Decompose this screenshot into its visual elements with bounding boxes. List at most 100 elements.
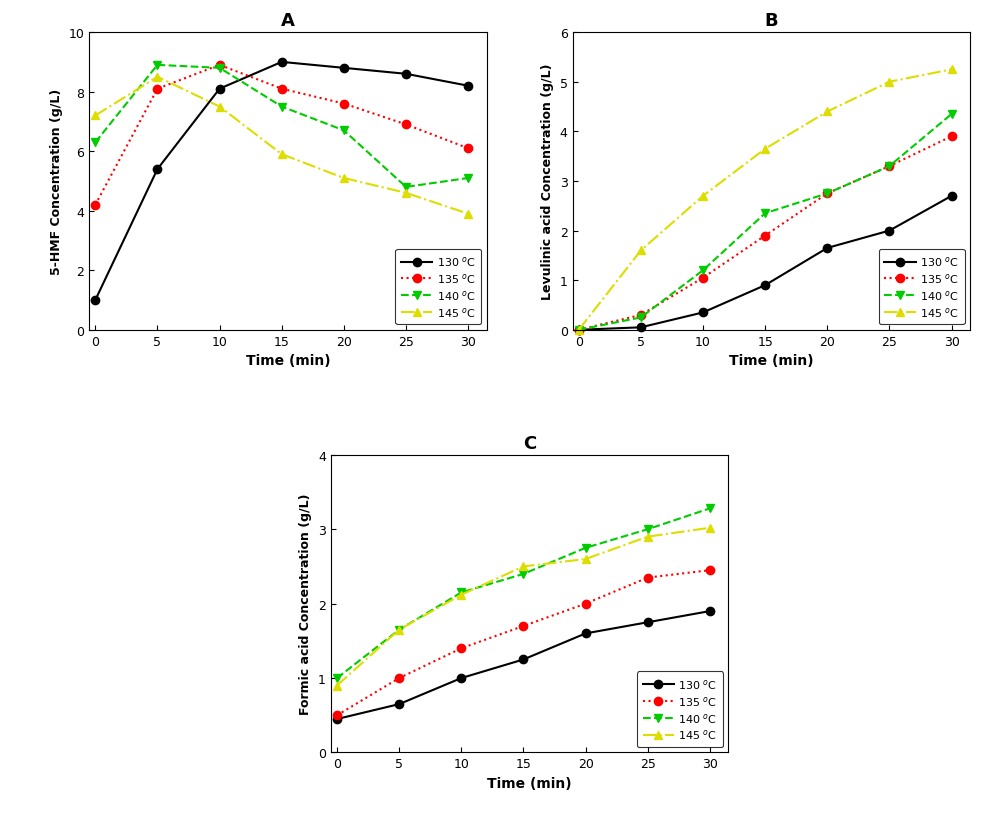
140 $^{o}$C (697, 266, 709, 276)
140 $^{o}$C (759, 209, 771, 219)
130 $^{o}$C (462, 82, 474, 92)
Line: 140 $^{o}$C: 140 $^{o}$C (574, 111, 955, 335)
135 $^{o}$C (89, 201, 101, 211)
140 $^{o}$C (276, 103, 288, 112)
130 $^{o}$C (642, 618, 653, 628)
140 $^{o}$C (214, 64, 226, 74)
X-axis label: Time (min): Time (min) (487, 776, 572, 790)
145 $^{o}$C (89, 112, 101, 122)
Title: C: C (523, 434, 537, 452)
130 $^{o}$C (338, 64, 349, 74)
145 $^{o}$C (393, 625, 405, 635)
Line: 145 $^{o}$C: 145 $^{o}$C (333, 524, 714, 690)
130 $^{o}$C (276, 58, 288, 68)
140 $^{o}$C (579, 543, 591, 553)
140 $^{o}$C (642, 524, 653, 534)
145 $^{o}$C (400, 189, 412, 198)
Line: 145 $^{o}$C: 145 $^{o}$C (91, 74, 472, 218)
140 $^{o}$C (151, 61, 163, 71)
135 $^{o}$C (276, 84, 288, 94)
130 $^{o}$C (635, 323, 646, 333)
130 $^{o}$C (214, 84, 226, 94)
140 $^{o}$C (518, 569, 530, 579)
140 $^{o}$C (573, 326, 585, 336)
130 $^{o}$C (455, 673, 467, 683)
145 $^{o}$C (883, 78, 895, 88)
140 $^{o}$C (883, 162, 895, 172)
140 $^{o}$C (400, 183, 412, 193)
Legend: 130 $^{o}$C, 135 $^{o}$C, 140 $^{o}$C, 145 $^{o}$C: 130 $^{o}$C, 135 $^{o}$C, 140 $^{o}$C, 1… (879, 250, 964, 325)
Y-axis label: Levulinic acid Concentration (g/L): Levulinic acid Concentration (g/L) (542, 64, 554, 300)
X-axis label: Time (min): Time (min) (729, 354, 814, 368)
145 $^{o}$C (276, 150, 288, 160)
140 $^{o}$C (462, 174, 474, 184)
Legend: 130 $^{o}$C, 135 $^{o}$C, 140 $^{o}$C, 145 $^{o}$C: 130 $^{o}$C, 135 $^{o}$C, 140 $^{o}$C, 1… (638, 672, 723, 747)
130 $^{o}$C (400, 69, 412, 79)
130 $^{o}$C (759, 281, 771, 291)
135 $^{o}$C (455, 643, 467, 653)
135 $^{o}$C (945, 132, 957, 142)
Line: 140 $^{o}$C: 140 $^{o}$C (333, 504, 714, 682)
Legend: 130 $^{o}$C, 135 $^{o}$C, 140 $^{o}$C, 145 $^{o}$C: 130 $^{o}$C, 135 $^{o}$C, 140 $^{o}$C, 1… (395, 250, 481, 325)
135 $^{o}$C (338, 99, 349, 109)
130 $^{o}$C (704, 606, 716, 616)
145 $^{o}$C (455, 590, 467, 600)
140 $^{o}$C (945, 110, 957, 120)
130 $^{o}$C (89, 296, 101, 306)
145 $^{o}$C (573, 326, 585, 336)
130 $^{o}$C (573, 326, 585, 336)
135 $^{o}$C (697, 274, 709, 284)
Title: A: A (281, 12, 295, 30)
145 $^{o}$C (704, 523, 716, 533)
130 $^{o}$C (579, 629, 591, 638)
135 $^{o}$C (400, 120, 412, 130)
145 $^{o}$C (635, 246, 646, 256)
Line: 130 $^{o}$C: 130 $^{o}$C (333, 607, 714, 724)
140 $^{o}$C (455, 588, 467, 598)
135 $^{o}$C (573, 326, 585, 336)
Line: 130 $^{o}$C: 130 $^{o}$C (91, 59, 472, 305)
140 $^{o}$C (89, 138, 101, 148)
130 $^{o}$C (331, 715, 343, 724)
130 $^{o}$C (151, 165, 163, 174)
140 $^{o}$C (704, 504, 716, 514)
Line: 140 $^{o}$C: 140 $^{o}$C (91, 62, 472, 192)
Line: 135 $^{o}$C: 135 $^{o}$C (574, 133, 955, 335)
Line: 135 $^{o}$C: 135 $^{o}$C (91, 62, 472, 210)
135 $^{o}$C (642, 573, 653, 583)
135 $^{o}$C (883, 162, 895, 172)
Line: 145 $^{o}$C: 145 $^{o}$C (574, 66, 955, 335)
145 $^{o}$C (579, 554, 591, 564)
Y-axis label: Formic acid Concentration (g/L): Formic acid Concentration (g/L) (299, 493, 313, 715)
140 $^{o}$C (331, 673, 343, 683)
130 $^{o}$C (883, 227, 895, 237)
Line: 130 $^{o}$C: 130 $^{o}$C (574, 193, 955, 335)
135 $^{o}$C (151, 84, 163, 94)
135 $^{o}$C (759, 232, 771, 241)
130 $^{o}$C (393, 700, 405, 710)
145 $^{o}$C (759, 145, 771, 155)
135 $^{o}$C (635, 311, 646, 321)
140 $^{o}$C (393, 625, 405, 635)
140 $^{o}$C (822, 189, 834, 199)
130 $^{o}$C (945, 192, 957, 202)
145 $^{o}$C (518, 562, 530, 571)
135 $^{o}$C (518, 621, 530, 631)
145 $^{o}$C (338, 174, 349, 184)
145 $^{o}$C (697, 192, 709, 202)
140 $^{o}$C (635, 313, 646, 323)
130 $^{o}$C (518, 655, 530, 665)
Title: B: B (764, 12, 778, 30)
145 $^{o}$C (214, 103, 226, 112)
135 $^{o}$C (331, 710, 343, 720)
135 $^{o}$C (704, 566, 716, 576)
145 $^{o}$C (462, 209, 474, 219)
140 $^{o}$C (338, 127, 349, 136)
X-axis label: Time (min): Time (min) (246, 354, 331, 368)
135 $^{o}$C (822, 189, 834, 199)
145 $^{o}$C (945, 65, 957, 75)
Line: 135 $^{o}$C: 135 $^{o}$C (333, 566, 714, 719)
135 $^{o}$C (462, 144, 474, 154)
145 $^{o}$C (822, 108, 834, 117)
135 $^{o}$C (393, 673, 405, 683)
